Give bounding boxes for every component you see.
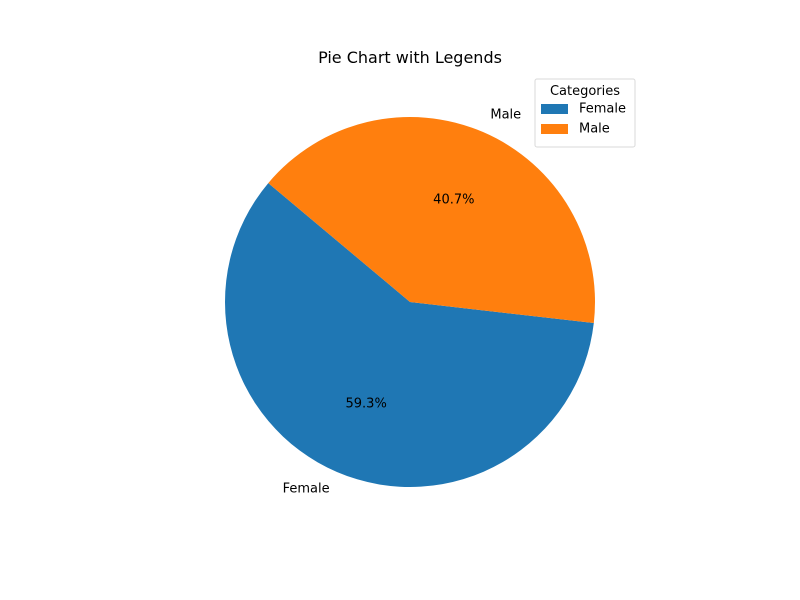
percent-labels: 59.3% 40.7% [346,193,475,412]
percent-label-male: 40.7% [433,193,474,208]
slice-labels: Female Male [283,108,522,497]
percent-label-female: 59.3% [346,396,387,411]
chart-title: Pie Chart with Legends [318,48,502,67]
legend-items: Female Male [541,102,626,137]
legend-swatch-male [541,124,568,134]
pie-slice-female [225,183,594,487]
legend-title: Categories [550,84,620,99]
legend-label-male: Male [579,122,610,137]
slice-label-male: Male [490,108,521,123]
pie-slices [225,116,595,487]
legend-swatch-female [541,104,568,114]
pie-slice-male [268,116,595,324]
legend-label-female: Female [579,102,626,117]
slice-label-female: Female [283,481,330,496]
legend: Categories Female Male [534,78,636,148]
